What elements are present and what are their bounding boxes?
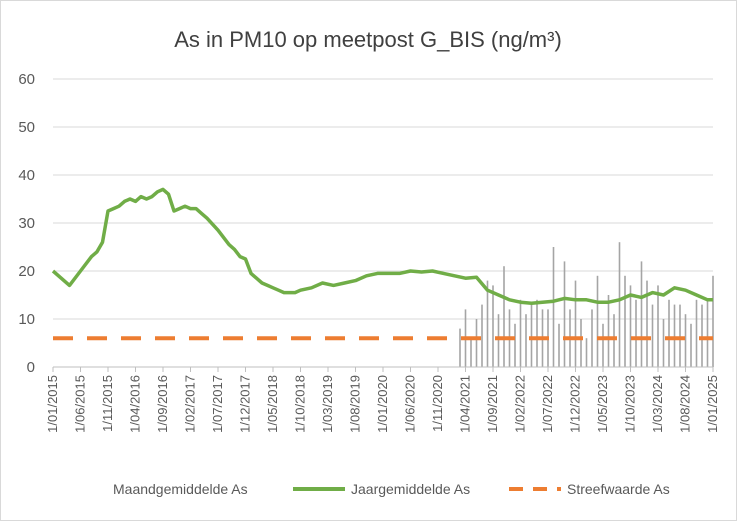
- x-tick-label: 1/10/2023: [623, 375, 638, 433]
- bar: [712, 275, 714, 367]
- bar: [624, 275, 626, 367]
- x-tick-label: 1/06/2015: [73, 375, 88, 433]
- x-axis-ticks: 1/01/2015 1/06/2015 1/11/2015 1/04/2016 1/09…: [45, 367, 720, 433]
- legend-label: Streefwaarde As: [567, 481, 670, 497]
- bar: [635, 299, 637, 367]
- x-tick-label: 1/02/2017: [183, 375, 198, 433]
- bar: [690, 323, 692, 367]
- y-tick-label: 30: [18, 215, 35, 232]
- x-tick-label: 1/11/2015: [100, 375, 115, 432]
- x-tick-label: 1/09/2021: [485, 375, 500, 433]
- bar: [668, 299, 670, 367]
- chart-title: As in PM10 op meetpost G_BIS (ng/m³): [174, 27, 562, 52]
- x-tick-label: 1/12/2022: [568, 375, 583, 433]
- x-tick-label: 1/08/2024: [678, 375, 693, 433]
- bar: [530, 304, 533, 367]
- legend-marker: [85, 484, 97, 494]
- bar: [602, 323, 604, 367]
- x-tick-label: 1/07/2017: [210, 375, 225, 433]
- bar: [585, 338, 588, 367]
- bar: [536, 299, 538, 367]
- y-tick-label: 50: [18, 119, 35, 136]
- bar: [497, 314, 500, 367]
- y-tick-label: 40: [18, 167, 35, 184]
- bar: [492, 285, 494, 367]
- bar: [607, 295, 610, 367]
- series-lines: [51, 187, 713, 341]
- bar: [470, 338, 472, 367]
- bar: [503, 266, 505, 367]
- bar: [657, 285, 659, 367]
- bar: [481, 304, 483, 367]
- bar: [459, 328, 461, 367]
- x-tick-label: 1/09/2016: [155, 375, 170, 433]
- bar: [662, 319, 665, 367]
- bar: [651, 304, 654, 367]
- x-tick-label: 1/10/2018: [293, 375, 308, 433]
- bar: [684, 314, 687, 367]
- x-tick-label: 1/12/2017: [238, 375, 253, 433]
- y-axis-ticks: 0 10 20 30 40 50 60: [18, 71, 35, 376]
- bar: [519, 299, 522, 367]
- bar: [618, 242, 621, 367]
- x-tick-label: 1/05/2018: [265, 375, 280, 433]
- legend: Maandgemiddelde As Jaargemiddelde As Stree…: [85, 481, 670, 497]
- bar: [574, 280, 577, 367]
- y-tick-label: 20: [18, 263, 35, 280]
- x-tick-label: 1/04/2021: [458, 375, 473, 433]
- bar: [514, 323, 516, 367]
- x-tick-label: 1/01/2025: [705, 375, 720, 433]
- bar: [558, 323, 560, 367]
- bar: [525, 314, 527, 367]
- bar: [486, 280, 489, 367]
- x-tick-label: 1/08/2019: [348, 375, 363, 433]
- bar: [706, 299, 709, 367]
- annual-average-line: [51, 187, 713, 305]
- y-tick-label: 0: [27, 359, 35, 376]
- x-tick-label: 1/03/2019: [320, 375, 335, 433]
- x-tick-label: 1/01/2020: [375, 375, 390, 433]
- bar: [695, 299, 698, 367]
- bar: [701, 304, 703, 367]
- bar: [596, 275, 599, 367]
- y-tick-label: 10: [18, 311, 35, 328]
- x-tick-label: 1/06/2020: [403, 375, 418, 433]
- bar: [646, 280, 648, 367]
- x-tick-label: 1/01/2015: [45, 375, 60, 433]
- bar: [563, 261, 566, 367]
- bar: [475, 319, 478, 367]
- x-tick-label: 1/03/2024: [650, 375, 665, 433]
- bar: [640, 261, 643, 367]
- x-tick-label: 1/07/2022: [540, 375, 555, 433]
- grid: [53, 78, 713, 320]
- legend-label: Maandgemiddelde As: [113, 481, 248, 497]
- bar: [673, 304, 676, 367]
- bar: [591, 309, 593, 367]
- bar: [629, 285, 632, 367]
- x-tick-label: 1/05/2023: [595, 375, 610, 433]
- bar: [552, 247, 555, 367]
- bar: [580, 319, 582, 367]
- bar: [613, 314, 615, 367]
- x-tick-label: 1/11/2020: [430, 375, 445, 432]
- x-tick-label: 1/02/2022: [513, 375, 528, 433]
- legend-label: Jaargemiddelde As: [351, 481, 470, 497]
- y-tick-label: 60: [18, 71, 35, 88]
- x-tick-label: 1/04/2016: [128, 375, 143, 433]
- bar: [679, 304, 681, 367]
- monthly-bars: [459, 242, 714, 367]
